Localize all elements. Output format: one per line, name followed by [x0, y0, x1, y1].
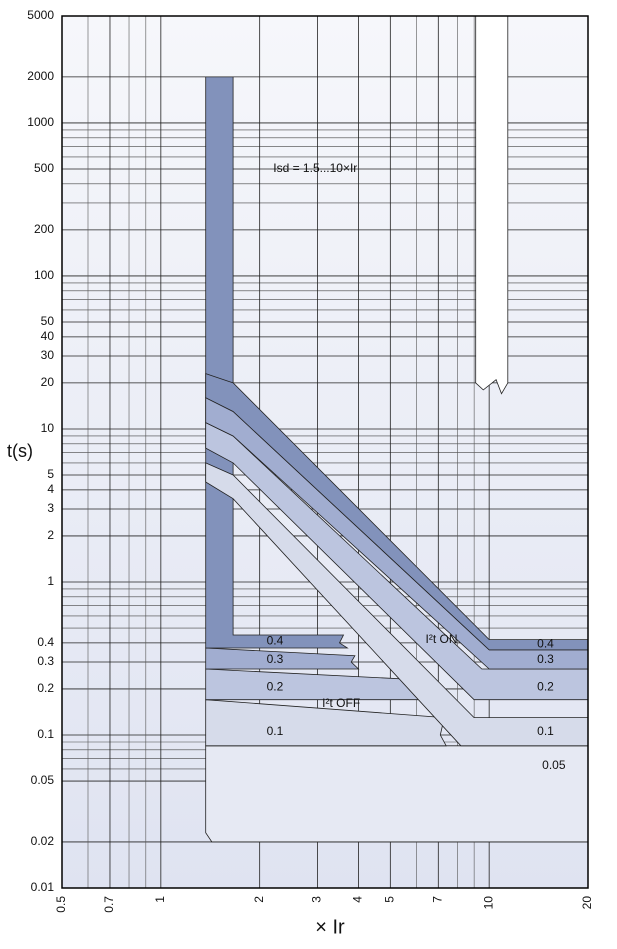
- curve-band: [205, 76, 349, 649]
- annotation: 0.2: [267, 679, 284, 693]
- y-tick-label: 30: [41, 348, 55, 362]
- y-tick-label: 0.3: [37, 654, 54, 668]
- y-tick-label: 0.02: [31, 834, 55, 848]
- y-tick-label: 50: [41, 314, 55, 328]
- y-tick-label: 2: [47, 528, 54, 542]
- x-tick-label: 10: [481, 896, 495, 910]
- y-tick-label: 4: [47, 482, 54, 496]
- y-tick-label: 40: [41, 329, 55, 343]
- curve-band: [205, 699, 447, 747]
- annotation: I²t ON: [426, 632, 458, 646]
- x-tick-label: 7: [430, 896, 444, 903]
- curve-band: [475, 15, 509, 395]
- y-tick-label: 0.1: [37, 727, 54, 741]
- y-tick-label: 0.2: [37, 681, 54, 695]
- annotation: 0.4: [267, 633, 284, 647]
- annotation: 0.3: [537, 652, 554, 666]
- annotation: 0.1: [537, 724, 554, 738]
- y-tick-label: 5: [47, 467, 54, 481]
- y-tick-label: 0.05: [31, 773, 55, 787]
- annotation: Isd = 1.5...10×Ir: [273, 161, 357, 175]
- x-tick-label: 1: [153, 896, 167, 903]
- annotation: 0.1: [267, 724, 284, 738]
- annotation: 0.2: [537, 679, 554, 693]
- y-tick-label: 0.01: [31, 880, 55, 894]
- y-axis-label: t(s): [7, 441, 33, 461]
- x-tick-label: 2: [252, 896, 266, 903]
- x-tick-label: 5: [382, 896, 396, 903]
- y-tick-label: 2000: [27, 69, 54, 83]
- x-tick-label: 4: [351, 896, 365, 903]
- x-tick-label: 3: [310, 896, 324, 903]
- y-tick-label: 500: [34, 161, 54, 175]
- y-tick-label: 100: [34, 268, 54, 282]
- x-tick-label: 0.5: [54, 896, 68, 913]
- y-tick-label: 10: [41, 421, 55, 435]
- y-tick-label: 20: [41, 375, 55, 389]
- x-tick-label: 20: [580, 896, 594, 910]
- annotation: 0.05: [542, 758, 566, 772]
- plot-frame: [61, 15, 589, 889]
- curve-band: [205, 745, 589, 843]
- curve-band: [205, 647, 360, 670]
- y-tick-label: 200: [34, 222, 54, 236]
- y-tick-label: 1: [47, 574, 54, 588]
- annotation: 0.3: [267, 652, 284, 666]
- y-tick-label: 3: [47, 501, 54, 515]
- x-tick-label: 0.7: [102, 896, 116, 913]
- annotation: I²t OFF: [322, 696, 360, 710]
- annotation: 0.4: [537, 637, 554, 651]
- y-tick-label: 5000: [27, 8, 54, 22]
- x-axis-label: × Ir: [315, 916, 345, 938]
- y-tick-label: 0.4: [37, 635, 54, 649]
- y-tick-label: 1000: [27, 115, 54, 129]
